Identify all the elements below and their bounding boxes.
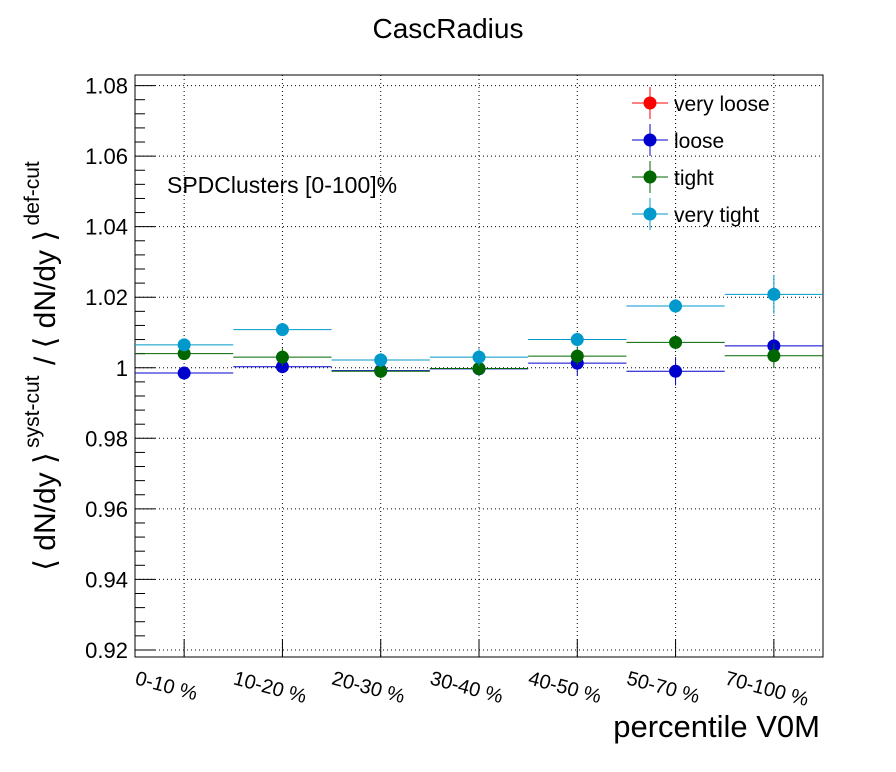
x-tick-label: 40-50 % [526, 668, 604, 709]
annotation: SPDClusters [0-100]% [167, 172, 397, 198]
legend-marker [643, 96, 657, 110]
data-point [374, 353, 388, 367]
data-point [767, 349, 781, 363]
series [135, 274, 823, 368]
x-tick-label: 70-100 % [723, 668, 812, 711]
grid [135, 75, 823, 657]
y-tick-label: 0.96 [85, 497, 128, 522]
data-point [472, 350, 486, 364]
y-tick-label: 1 [116, 356, 128, 381]
data-point [275, 323, 289, 337]
legend-marker [643, 170, 657, 184]
x-tick-label: 0-10 % [133, 668, 200, 706]
data-point [570, 333, 584, 347]
y-axis-label-slash: / ⟨ dN/dy ⟩ [29, 230, 62, 365]
data-point [767, 287, 781, 301]
y-axis-label-main: ⟨ dN/dy ⟩ [29, 452, 62, 570]
data-point [275, 360, 289, 374]
y-tick-label: 1.06 [85, 144, 128, 169]
y-tick-label: 1.08 [85, 74, 128, 99]
legend-label: loose [674, 130, 724, 153]
data-point [669, 335, 683, 349]
y-tick-label: 0.92 [85, 638, 128, 663]
data-series [135, 274, 823, 386]
data-point [570, 349, 584, 363]
y-tick-labels: 0.92 0.94 0.96 0.98 1 1.02 1.04 1.06 1.08 [85, 74, 128, 663]
x-tick-labels: 0-10 % 10-20 % 20-30 % 30-40 % 40-50 % 50-70 … [133, 668, 811, 711]
data-point [669, 299, 683, 313]
legend: very loose loose tight very tight [632, 87, 770, 230]
y-axis-label: ⟨ dN/dy ⟩ syst-cut / ⟨ dN/dy ⟩ def-cut [21, 161, 62, 571]
x-tick-label: 10-20 % [231, 668, 309, 709]
data-point [177, 338, 191, 352]
svg-text:⟨ dN/dy ⟩ syst-cut: ⟨ dN/dy ⟩ syst-cut / ⟨ dN/dy ⟩ def-cut [21, 161, 62, 571]
data-point [374, 364, 388, 378]
x-tick-label: 50-70 % [624, 668, 702, 709]
x-axis-label: percentile V0M [613, 709, 820, 744]
x-tick-label: 30-40 % [428, 668, 506, 709]
x-tick-label: 20-30 % [329, 668, 407, 709]
chart-title: CascRadius [373, 13, 524, 44]
axis-ticks [135, 85, 775, 657]
legend-marker [643, 207, 657, 221]
y-axis-label-sup1: syst-cut [21, 375, 44, 448]
legend-marker [643, 133, 657, 147]
data-point [669, 364, 683, 378]
legend-label: tight [674, 167, 714, 190]
data-point [275, 350, 289, 364]
y-tick-label: 1.02 [85, 285, 128, 310]
y-axis-label-sup2: def-cut [21, 161, 44, 225]
y-tick-label: 1.04 [85, 215, 128, 240]
legend-label: very loose [674, 93, 770, 116]
data-point [472, 361, 486, 375]
y-tick-label: 0.98 [85, 426, 128, 451]
legend-label: very tight [674, 204, 759, 227]
data-point [177, 366, 191, 380]
y-tick-label: 0.94 [85, 567, 128, 592]
